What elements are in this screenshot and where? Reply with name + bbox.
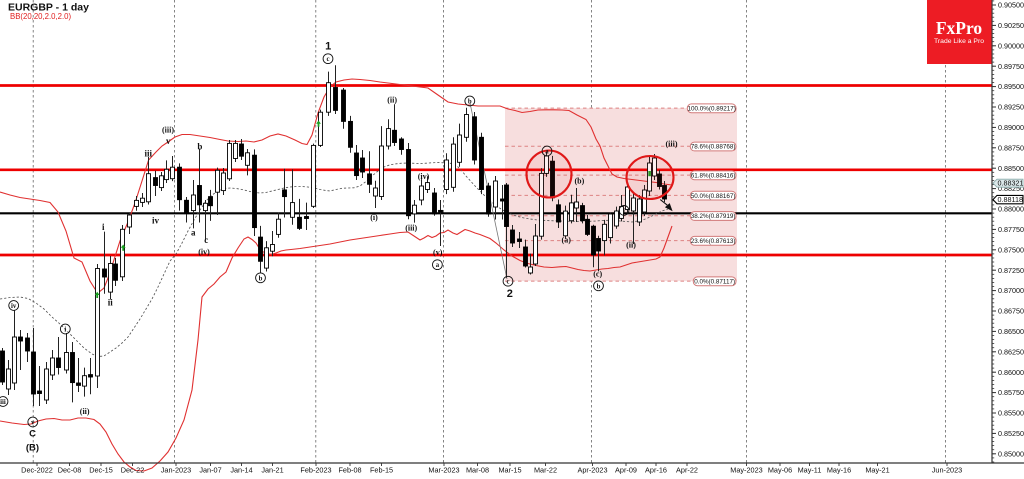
svg-text:(iv): (iv) bbox=[418, 172, 430, 181]
svg-text:100.0%(0.89217): 100.0%(0.89217) bbox=[687, 106, 735, 113]
svg-text:Apr-2023: Apr-2023 bbox=[577, 466, 607, 475]
svg-text:0.86000: 0.86000 bbox=[998, 368, 1024, 377]
svg-text:0.86500: 0.86500 bbox=[998, 327, 1024, 336]
svg-text:23.6%(0.87613): 23.6%(0.87613) bbox=[691, 238, 736, 245]
svg-text:2: 2 bbox=[507, 288, 513, 300]
svg-text:78.6%(0.88768): 78.6%(0.88768) bbox=[691, 144, 736, 151]
svg-text:50.0%(0.88167): 50.0%(0.88167) bbox=[691, 193, 736, 200]
svg-text:0.87250: 0.87250 bbox=[998, 266, 1024, 275]
svg-text:0.0%(0.87117): 0.0%(0.87117) bbox=[694, 279, 735, 286]
svg-text:(B): (B) bbox=[26, 442, 39, 453]
svg-text:Dec-08: Dec-08 bbox=[58, 466, 82, 475]
svg-text:v: v bbox=[31, 420, 35, 427]
svg-text:0.88250: 0.88250 bbox=[998, 184, 1024, 193]
svg-text:i: i bbox=[102, 222, 105, 232]
svg-text:b: b bbox=[259, 275, 263, 282]
svg-text:0.89000: 0.89000 bbox=[998, 123, 1024, 132]
svg-text:1: 1 bbox=[325, 40, 331, 52]
svg-text:0.90250: 0.90250 bbox=[998, 21, 1024, 30]
svg-text:i: i bbox=[64, 327, 66, 334]
svg-text:c: c bbox=[204, 235, 208, 245]
svg-text:Apr-16: Apr-16 bbox=[645, 466, 667, 475]
svg-text:iii: iii bbox=[0, 399, 6, 406]
svg-text:0.86750: 0.86750 bbox=[998, 307, 1024, 316]
svg-text:BB(20,20,2.0,2.0): BB(20,20,2.0,2.0) bbox=[10, 12, 72, 21]
svg-text:0.87000: 0.87000 bbox=[998, 286, 1024, 295]
svg-text:(b): (b) bbox=[575, 176, 585, 185]
svg-text:0.89750: 0.89750 bbox=[998, 62, 1024, 71]
svg-text:(ii): (ii) bbox=[80, 407, 90, 416]
svg-text:(iii): (iii) bbox=[405, 223, 417, 232]
svg-text:c: c bbox=[326, 56, 329, 63]
svg-text:b: b bbox=[197, 142, 202, 152]
svg-text:(v): (v) bbox=[433, 248, 443, 257]
svg-text:0.88500: 0.88500 bbox=[998, 164, 1024, 173]
svg-text:Mar-22: Mar-22 bbox=[534, 466, 557, 475]
svg-text:Mar-15: Mar-15 bbox=[498, 466, 521, 475]
svg-text:Jan-14: Jan-14 bbox=[230, 466, 252, 475]
svg-text:0.87750: 0.87750 bbox=[998, 225, 1024, 234]
svg-text:0.88321: 0.88321 bbox=[998, 179, 1024, 188]
svg-text:Feb-15: Feb-15 bbox=[370, 466, 393, 475]
svg-text:May-2023: May-2023 bbox=[730, 466, 762, 475]
svg-text:Dec-22: Dec-22 bbox=[121, 466, 145, 475]
svg-text:EURGBP - 1 day: EURGBP - 1 day bbox=[8, 2, 89, 14]
svg-text:Mar-2023: Mar-2023 bbox=[428, 466, 459, 475]
svg-text:Jan-07: Jan-07 bbox=[199, 466, 221, 475]
svg-text:Mar-08: Mar-08 bbox=[466, 466, 489, 475]
svg-text:0.89250: 0.89250 bbox=[998, 103, 1024, 112]
svg-text:v: v bbox=[166, 136, 171, 146]
svg-text:C: C bbox=[29, 428, 36, 439]
svg-text:(ii): (ii) bbox=[626, 240, 636, 249]
svg-text:0.88118: 0.88118 bbox=[998, 195, 1023, 204]
svg-text:0.85250: 0.85250 bbox=[998, 429, 1024, 438]
svg-text:(ii): (ii) bbox=[387, 95, 397, 104]
svg-text:0.87500: 0.87500 bbox=[998, 245, 1024, 254]
svg-text:(i): (i) bbox=[370, 213, 378, 222]
svg-text:0.88000: 0.88000 bbox=[998, 205, 1024, 214]
svg-text:Apr-22: Apr-22 bbox=[676, 466, 698, 475]
svg-text:(a): (a) bbox=[562, 235, 572, 244]
svg-text:0.90500: 0.90500 bbox=[998, 1, 1024, 10]
svg-text:Feb-08: Feb-08 bbox=[338, 466, 361, 475]
svg-text:Jan-21: Jan-21 bbox=[261, 466, 283, 475]
svg-text:Feb-2023: Feb-2023 bbox=[300, 466, 331, 475]
svg-text:38.2%(0.87919): 38.2%(0.87919) bbox=[691, 213, 736, 220]
svg-text:ii: ii bbox=[108, 298, 114, 308]
svg-text:a: a bbox=[191, 228, 196, 238]
svg-text:c: c bbox=[506, 279, 509, 286]
svg-text:0.88750: 0.88750 bbox=[998, 143, 1024, 152]
svg-text:0.85000: 0.85000 bbox=[998, 449, 1024, 458]
svg-text:iii: iii bbox=[144, 149, 152, 159]
svg-text:Apr-09: Apr-09 bbox=[615, 466, 637, 475]
svg-text:(iii): (iii) bbox=[162, 125, 174, 134]
svg-text:61.8%(0.88416): 61.8%(0.88416) bbox=[691, 173, 736, 180]
svg-text:a: a bbox=[436, 262, 440, 269]
svg-text:May-06: May-06 bbox=[768, 466, 792, 475]
svg-text:Dec-2022: Dec-2022 bbox=[21, 466, 53, 475]
svg-text:Trade Like a Pro: Trade Like a Pro bbox=[934, 38, 984, 45]
svg-text:b: b bbox=[597, 283, 601, 290]
svg-text:a: a bbox=[545, 149, 549, 156]
svg-text:iv: iv bbox=[152, 216, 160, 226]
svg-text:May-21: May-21 bbox=[865, 466, 889, 475]
svg-text:(iii): (iii) bbox=[666, 139, 678, 148]
svg-text:0.86250: 0.86250 bbox=[998, 347, 1024, 356]
svg-text:(iv): (iv) bbox=[198, 247, 210, 256]
svg-text:Jun-2023: Jun-2023 bbox=[932, 466, 962, 475]
svg-text:Jan-2023: Jan-2023 bbox=[161, 466, 191, 475]
svg-text:May-16: May-16 bbox=[827, 466, 851, 475]
svg-text:b: b bbox=[468, 99, 472, 106]
svg-text:(c): (c) bbox=[593, 270, 602, 279]
svg-text:i: i bbox=[623, 208, 625, 215]
svg-text:iv: iv bbox=[11, 303, 17, 310]
svg-text:0.90000: 0.90000 bbox=[998, 41, 1024, 50]
svg-text:0.85750: 0.85750 bbox=[998, 388, 1024, 397]
svg-text:FxPro: FxPro bbox=[936, 18, 983, 38]
svg-text:0.85500: 0.85500 bbox=[998, 409, 1024, 418]
svg-text:Dec-15: Dec-15 bbox=[89, 466, 113, 475]
svg-text:May-11: May-11 bbox=[798, 466, 822, 475]
svg-text:0.89500: 0.89500 bbox=[998, 82, 1024, 91]
